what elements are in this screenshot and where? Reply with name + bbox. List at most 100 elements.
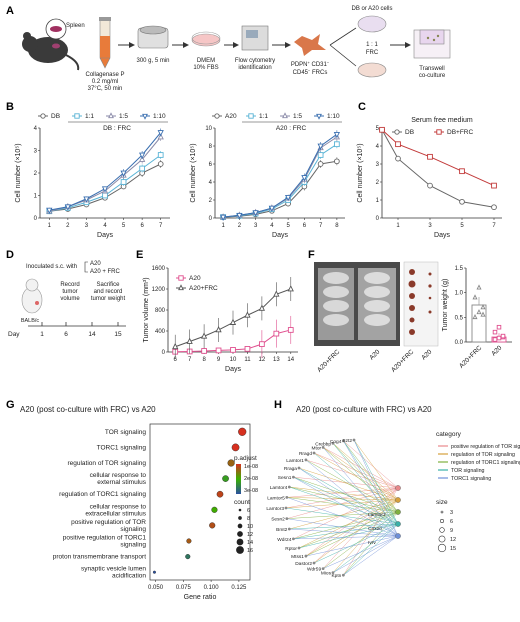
C-ytick-label: 5 (376, 126, 380, 132)
g-size-title: count (234, 499, 250, 506)
C-xtick-label: 7 (492, 223, 496, 229)
size-legend-dot (438, 535, 446, 543)
E-point (244, 311, 251, 318)
panel-h-network: A20 (post co-culture with FRC) vs A20 Kp… (266, 405, 520, 579)
gene-label: Dastor2 (295, 561, 312, 567)
B-right-point (219, 214, 227, 222)
g-row-label: acidification (112, 573, 146, 580)
E-xlabel: Days (225, 366, 241, 373)
panel-h-title: A20 (post co-culture with FRC) vs A20 (296, 405, 432, 414)
ratio-label: 1 : 1 (366, 42, 378, 48)
g-xtick-label: 0.100 (204, 585, 220, 591)
sacrifice-1: Sacrifice (96, 282, 120, 288)
gene-label: Rraga (284, 466, 297, 472)
spleen-label: Spleen (66, 23, 85, 29)
B-left-xtick-label: 2 (66, 223, 70, 229)
f-ytick-label: 1.5 (455, 266, 464, 272)
center-gene-label: Ivrv (368, 540, 376, 546)
g-xlabel: Gene ratio (184, 594, 217, 601)
B-left-xlabel: Days (97, 232, 113, 239)
panel-letter-f: F (308, 249, 315, 261)
network-edge (343, 535, 399, 576)
B-left-ytick-label: 0 (34, 216, 38, 222)
photo-label-3: A20+FRC (390, 348, 415, 373)
flow-label-2: identification (238, 65, 271, 71)
db-a20-dish-icon (357, 15, 387, 33)
g-size-legend-dot (238, 508, 242, 512)
inoculated-label: Inoculated s.c. with (26, 264, 77, 270)
gene-node (284, 506, 288, 510)
B-right-point (252, 210, 259, 217)
category-legend-label: TORC1 signaling (451, 476, 491, 482)
g-dot (238, 427, 247, 436)
C-point (427, 182, 433, 189)
day-tick-15: 15 (114, 331, 122, 338)
network-edge (353, 439, 399, 525)
g-row-label: cellular response to (90, 472, 147, 479)
photo-label-4: A20 (420, 348, 433, 361)
B-left-xtick-label: 5 (122, 223, 126, 229)
C-xtick-label: 1 (396, 223, 400, 229)
network-edge (293, 476, 399, 537)
f-ytick-label: 0.0 (455, 340, 464, 346)
C-legend-label: DB+FRC (447, 129, 473, 136)
B-right-xtick-label: 8 (335, 223, 339, 229)
B-left-xtick-label: 4 (103, 223, 107, 229)
network-edge (293, 523, 399, 540)
g-size-legend-label: 8 (247, 516, 250, 522)
B-left-ytick-label: 3 (34, 149, 38, 155)
g-row-label: extracellular stimulus (85, 510, 146, 517)
f-point (476, 309, 482, 315)
panel-letter-a: A (6, 5, 14, 17)
transwell-label: Transwell (419, 66, 444, 72)
gene-node (321, 446, 325, 449)
B-left-ytick-label: 1 (34, 194, 38, 200)
network-edge (286, 518, 399, 537)
gene-node (312, 451, 316, 455)
B-right-point (268, 205, 276, 213)
gene-node (297, 466, 301, 470)
E-xtick-label: 11 (244, 357, 251, 363)
g-dot (231, 443, 240, 452)
category-legend-label: positive regulation of TOR signaling (451, 444, 520, 450)
E-xtick-label: 10 (230, 357, 237, 363)
center-gene-label: Cox20 (368, 526, 382, 532)
g-row-label: positive regulation of TOR (71, 519, 146, 526)
g-size-legend-label: 10 (247, 524, 253, 530)
gene-label: Sesn2 (271, 517, 285, 523)
gene-node (331, 441, 335, 445)
f-point (500, 333, 506, 339)
g-row-label: TOR signaling (105, 429, 146, 436)
B-right-xtick-label: 5 (286, 223, 290, 229)
gene-label: Szt2 (342, 438, 352, 444)
g-size-legend-dot (238, 516, 242, 520)
E-ytick-label: 0 (162, 350, 166, 356)
chart-f-bar: 0.0 0.5 1.0 1.5 Tumor weight (g) A20+FRC A20 (442, 266, 512, 370)
E-point (287, 327, 294, 333)
E-point (244, 346, 251, 352)
f-category-label: A20+FRC (458, 344, 483, 369)
f-point (492, 329, 498, 335)
C-point (459, 168, 465, 175)
g-dot (209, 522, 216, 529)
record-3: volume (60, 296, 80, 302)
B-left-xtick-label: 1 (48, 223, 52, 229)
E-point (230, 347, 236, 353)
g-row-label: regulation of TOR signaling (67, 460, 146, 467)
gene-node (292, 537, 295, 541)
B-left-point (157, 130, 164, 137)
B-left-point (46, 207, 53, 215)
E-xtick-label: 12 (259, 357, 266, 363)
network-edge (293, 535, 399, 540)
category-node (395, 485, 401, 491)
size-legend-label: 15 (450, 546, 456, 552)
f-ytick-label: 1.0 (455, 291, 464, 297)
flow-cytometer-icon (241, 25, 269, 51)
photo-label-1: A20+FRC (316, 348, 341, 373)
category-node (395, 509, 401, 515)
B-left-point (102, 192, 108, 199)
g-dot (222, 475, 229, 482)
gene-node (341, 439, 345, 443)
network-edges (285, 439, 399, 576)
